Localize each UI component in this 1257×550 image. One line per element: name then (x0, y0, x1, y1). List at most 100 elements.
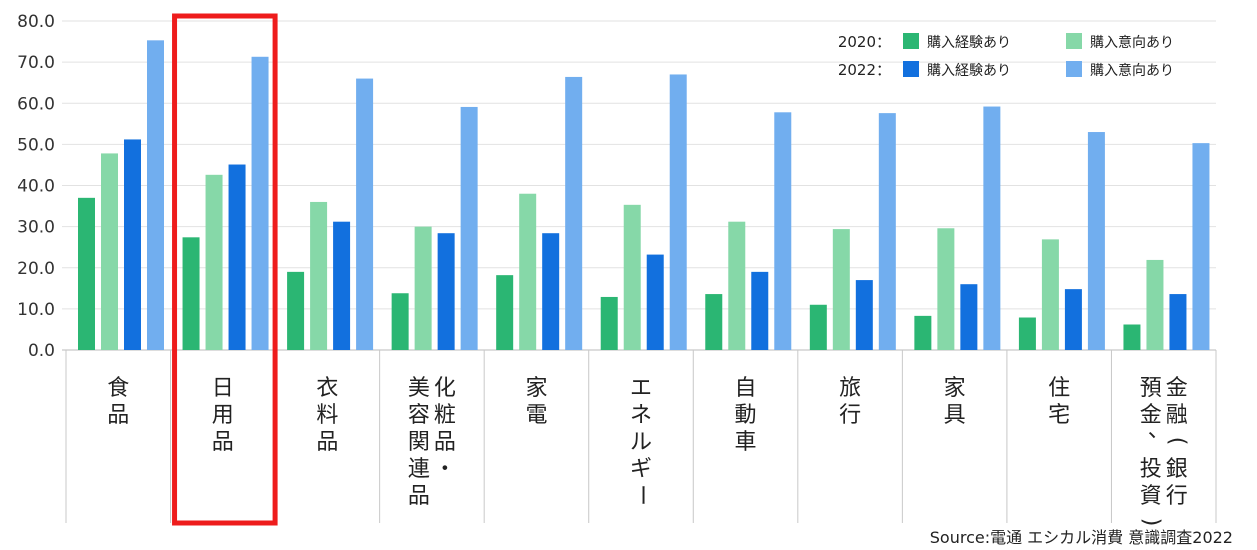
legend-swatch (1066, 61, 1082, 77)
source-note: Source:電通 エシカル消費 意識調査2022 (930, 528, 1233, 547)
y-tick-label: 40.0 (17, 177, 55, 197)
category-label-char: 日 (212, 376, 234, 401)
bar (333, 221, 351, 350)
category-label-char: 旅 (839, 376, 861, 401)
y-tick-label: 70.0 (17, 53, 55, 73)
bar (705, 294, 723, 350)
category-label-char: 品 (434, 430, 456, 455)
category-label-char: ー (629, 484, 654, 506)
category-label-char: 金 (1140, 403, 1162, 428)
category-label-char: 具 (944, 403, 966, 428)
legend-label: 購入経験あり (927, 35, 1011, 51)
category-label-char: 品 (107, 403, 129, 428)
category-label-char: 銀 (1166, 457, 1188, 482)
bar (728, 221, 746, 350)
category-label-char: 投 (1140, 457, 1162, 482)
bar (1087, 132, 1105, 350)
bar (356, 78, 374, 350)
category-label-char: 食 (107, 376, 129, 401)
y-tick-label: 0.0 (28, 341, 55, 361)
bar (228, 164, 246, 350)
bar (1018, 317, 1036, 350)
y-axis-ticks: 0.0 10.0 20.0 30.0 40.0 50.0 60.0 70.0 80.0 (17, 12, 55, 361)
bar (565, 76, 583, 351)
category-label-char: 連 (408, 457, 430, 482)
legend-year: 2022： (838, 61, 891, 79)
category-label-char: ギ (630, 457, 652, 482)
bar (878, 113, 896, 351)
category-label-char: ・ (434, 457, 456, 482)
category-label-char: 料 (316, 403, 338, 428)
bar (251, 56, 269, 351)
category-label-char: 電 (525, 403, 547, 428)
category-label-char: 容 (408, 403, 430, 428)
bar (1192, 143, 1210, 350)
category-label-char: 預 (1140, 376, 1162, 401)
category-label-char: 車 (735, 430, 757, 455)
category-label-char: 行 (1166, 484, 1188, 509)
bars (78, 40, 1210, 351)
bar (414, 226, 432, 350)
y-tick-label: 80.0 (17, 12, 55, 32)
bar (914, 315, 932, 350)
legend-label: 購入意向あり (1090, 62, 1174, 79)
bar (1123, 324, 1141, 350)
bar (147, 40, 164, 351)
bar (519, 193, 537, 350)
bar (101, 153, 118, 350)
bar (391, 293, 409, 350)
category-label-char: 住 (1048, 376, 1070, 401)
category-label-char: 関 (408, 430, 430, 455)
category-label-char: 融 (1166, 403, 1188, 428)
category-label-char: 資 (1140, 484, 1162, 509)
legend-label: 購入経験あり (927, 63, 1011, 79)
bar (542, 233, 560, 350)
legend-label: 購入意向あり (1090, 34, 1174, 51)
category-label-char: エ (630, 376, 652, 401)
y-tick-label: 30.0 (17, 218, 55, 238)
category-label-char: 品 (408, 484, 430, 509)
category-label-char: 、 (1148, 418, 1170, 443)
category-label-char: ネ (630, 403, 652, 428)
category-label-char: 家 (525, 376, 547, 401)
category-label-char: 衣 (316, 376, 338, 401)
category-label-char: 品 (316, 430, 338, 455)
bar (460, 106, 478, 350)
bar (774, 112, 792, 350)
bar (1169, 294, 1187, 350)
bar (751, 271, 769, 350)
bar (960, 284, 978, 350)
category-label-char: 金 (1166, 376, 1188, 401)
category-label-char: 用 (212, 403, 234, 428)
y-tick-label: 10.0 (17, 300, 55, 320)
y-tick-label: 50.0 (17, 135, 55, 155)
bar (669, 74, 687, 351)
bar (310, 201, 328, 350)
bar (937, 228, 955, 350)
legend-swatch (1066, 33, 1082, 49)
y-tick-label: 60.0 (17, 94, 55, 114)
category-labels: 食品日用品衣料品化粧品・美容関連品家電エネルギー自動車旅行家具住宅金融(銀行預金… (107, 376, 1189, 526)
bar (78, 197, 95, 350)
bar (832, 229, 850, 350)
legend-swatch (903, 61, 919, 77)
bar (809, 304, 827, 350)
bar (1041, 239, 1059, 350)
legend-swatch (903, 33, 919, 49)
category-label-char: ) (1139, 518, 1164, 527)
bar (124, 139, 141, 350)
bar (205, 174, 223, 350)
bar (1146, 259, 1164, 350)
category-label-char: 自 (735, 376, 757, 401)
bar (600, 296, 618, 350)
bar (437, 233, 455, 350)
highlight-box (172, 13, 278, 526)
bar (496, 275, 514, 350)
category-label-char: 動 (735, 403, 757, 428)
y-tick-label: 20.0 (17, 259, 55, 279)
category-label-char: 行 (839, 403, 861, 428)
category-label-char: 美 (408, 376, 430, 401)
bar (182, 237, 200, 350)
